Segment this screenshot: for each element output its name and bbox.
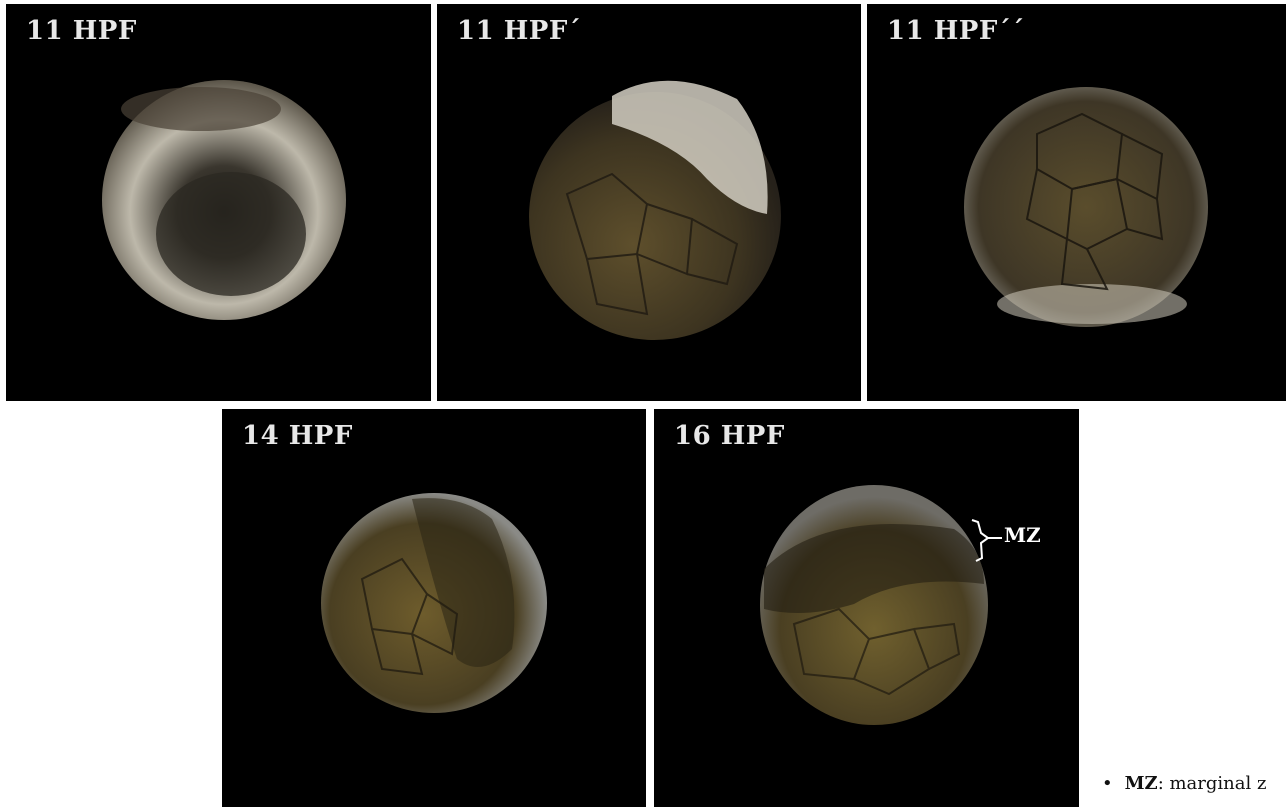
- embryo-panel-14hpf: 14 HPF: [222, 409, 646, 807]
- embryo-image: [760, 485, 1002, 725]
- embryo-dark-center: [156, 172, 306, 296]
- panel-label: 11 HPF: [26, 16, 137, 46]
- embryo-animal-cap: [612, 80, 768, 214]
- embryo-panel-16hpf: 16 HPF MZ: [654, 409, 1079, 807]
- embryo-cell-boundaries: [360, 557, 459, 676]
- legend-definition: : marginal z: [1157, 773, 1267, 794]
- embryo-panel-11hpf-double-prime: 11 HPF´´: [867, 4, 1286, 401]
- embryo-top-shadow: [121, 87, 281, 131]
- panel-label: 14 HPF: [242, 421, 353, 451]
- embryo-image: [102, 80, 346, 320]
- embryo-panel-11hpf: 11 HPF: [6, 4, 431, 401]
- legend: • MZ: marginal z: [1102, 773, 1266, 794]
- embryo-cell-boundaries: [1025, 112, 1164, 291]
- embryo-cell-boundaries: [565, 172, 739, 316]
- embryo-pigmented-band: [412, 498, 515, 667]
- panel-label: 11 HPF´: [457, 16, 582, 46]
- embryo-image: [321, 493, 547, 713]
- embryo-marginal-zone: [764, 524, 984, 613]
- legend-term: MZ: [1124, 773, 1158, 794]
- panel-label: 11 HPF´´: [887, 16, 1025, 46]
- mz-annotation: MZ: [1004, 523, 1041, 547]
- embryo-panel-11hpf-prime: 11 HPF´: [437, 4, 861, 401]
- embryo-image: [964, 87, 1208, 327]
- legend-bullet: •: [1102, 773, 1113, 794]
- embryo-cell-boundaries: [792, 607, 961, 696]
- embryo-vegetal-rim: [997, 284, 1187, 324]
- embryo-image: [529, 80, 781, 341]
- panel-label: 16 HPF: [674, 421, 785, 451]
